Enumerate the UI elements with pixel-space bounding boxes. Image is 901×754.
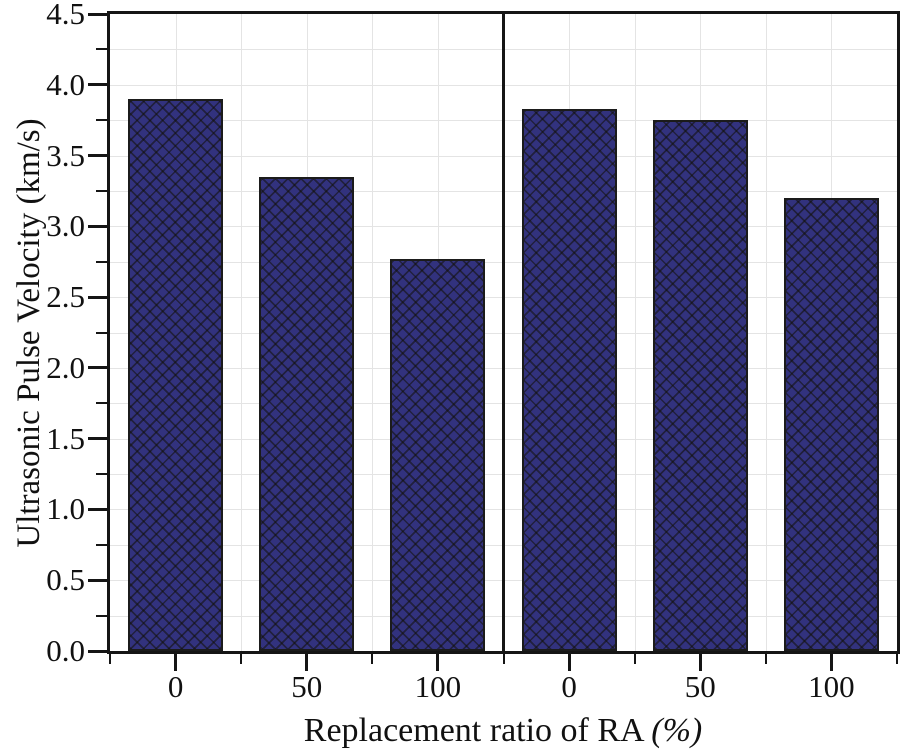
x-tick-label: 50 [684, 669, 716, 704]
y-major-tick [88, 154, 110, 158]
y-major-tick [88, 295, 110, 299]
bar [521, 108, 617, 651]
y-major-tick [88, 578, 110, 582]
x-major-tick [698, 654, 702, 671]
y-tick-label: 4.0 [46, 66, 85, 102]
y-minor-tick [96, 119, 107, 122]
x-major-tick [305, 654, 309, 671]
y-tick-label: 2.5 [46, 279, 85, 315]
y-minor-tick [96, 402, 107, 405]
y-major-tick [88, 649, 110, 653]
y-major-tick [88, 83, 110, 87]
y-major-tick [88, 507, 110, 511]
x-minor-tick [503, 654, 505, 664]
bar [390, 258, 486, 651]
y-minor-tick [96, 614, 107, 617]
x-minor-tick [634, 654, 636, 664]
x-major-tick [436, 654, 440, 671]
x-tick-label: 0 [167, 669, 184, 704]
y-tick-label: 0.5 [46, 562, 85, 598]
x-tick-label: 0 [561, 669, 577, 704]
gridline-vertical [634, 14, 636, 651]
x-minor-tick [896, 654, 898, 664]
y-tick-label: 2.0 [46, 349, 85, 385]
y-minor-tick [96, 189, 107, 192]
x-minor-tick [240, 654, 242, 664]
x-axis-title-text: Replacement ratio of RA [303, 712, 652, 749]
y-major-tick [88, 366, 110, 370]
y-tick-label: 0.0 [46, 633, 85, 668]
y-minor-tick [96, 543, 107, 546]
x-major-tick [829, 654, 833, 671]
x-axis-title: Replacement ratio of RA (%) [243, 711, 763, 751]
y-minor-tick [96, 260, 107, 263]
x-major-tick [567, 654, 571, 671]
bar [259, 176, 355, 651]
bar [128, 98, 224, 651]
y-tick-label: 1.5 [46, 420, 85, 456]
x-minor-tick [109, 654, 111, 664]
bar [652, 120, 748, 651]
bars-layer [110, 14, 897, 651]
x-axis-title-percent: (%) [651, 712, 703, 749]
y-tick-label: 1.0 [46, 491, 85, 527]
y-axis-title-text: Ultrasonic Pulse Velocity (km/s) [11, 118, 47, 548]
y-tick-label: 3.0 [46, 208, 85, 244]
gridline-vertical [765, 14, 767, 651]
x-major-tick [174, 654, 178, 671]
x-tick-label: 100 [414, 669, 462, 704]
y-minor-tick [96, 331, 107, 334]
y-major-tick [88, 224, 110, 228]
x-tick-label: 50 [291, 669, 323, 704]
plot-area [107, 11, 900, 654]
gridline-vertical [372, 14, 374, 651]
y-minor-tick [96, 48, 107, 51]
y-tick-label: 3.5 [46, 137, 85, 173]
x-minor-tick [765, 654, 767, 664]
x-minor-tick [371, 654, 373, 664]
bar [783, 198, 879, 651]
y-major-tick [88, 12, 110, 16]
gridline-vertical [241, 14, 243, 651]
x-tick-label: 100 [808, 669, 855, 704]
y-tick-label: 4.5 [46, 0, 85, 31]
y-major-tick [88, 437, 110, 441]
panel-divider [502, 14, 505, 651]
y-minor-tick [96, 473, 107, 476]
